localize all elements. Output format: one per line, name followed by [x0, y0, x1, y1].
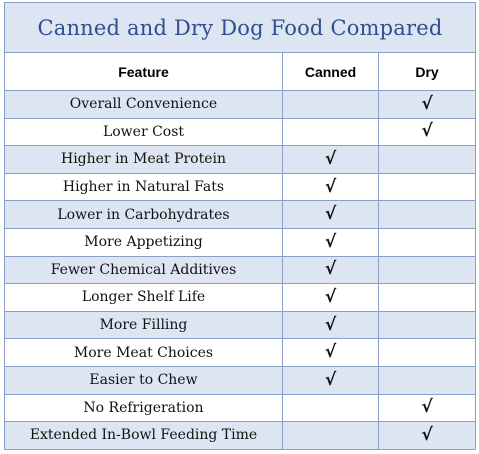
canned-cell: [282, 90, 379, 119]
table-body: Overall Convenience √ Lower Cost √ Higher in…: [4, 90, 477, 450]
canned-cell: √: [282, 365, 379, 395]
feature-cell: Overall Convenience: [4, 90, 283, 119]
feature-cell: Fewer Chemical Additives: [4, 255, 283, 285]
canned-cell: √: [282, 227, 379, 257]
canned-check-mark: √: [324, 369, 337, 390]
dry-check-mark: √: [421, 121, 433, 142]
feature-cell: More Filling: [4, 310, 283, 340]
feature-cell: Extended In-Bowl Feeding Time: [4, 421, 283, 450]
column-header-dry: Dry: [377, 52, 477, 91]
table-row: Fewer Chemical Additives √: [4, 255, 477, 285]
dry-check-mark: √: [421, 424, 433, 445]
feature-cell: Higher in Natural Fats: [4, 172, 283, 202]
canned-cell: √: [282, 338, 379, 367]
canned-check-mark: √: [324, 204, 337, 225]
canned-cell: √: [282, 172, 379, 202]
dry-cell: [377, 255, 477, 285]
dry-check-mark: √: [421, 397, 433, 418]
canned-check-mark: √: [324, 259, 337, 280]
dry-cell: √: [377, 90, 477, 119]
dry-check-mark: √: [421, 93, 433, 114]
table-row: Extended In-Bowl Feeding Time √: [4, 421, 477, 450]
feature-cell: Higher in Meat Protein: [4, 145, 283, 174]
table-row: Overall Convenience √: [4, 90, 477, 119]
feature-cell: More Appetizing: [4, 227, 283, 257]
table-row: More Meat Choices √: [4, 338, 477, 367]
canned-cell: √: [282, 283, 379, 312]
dry-cell: √: [377, 421, 477, 450]
feature-cell: Longer Shelf Life: [4, 283, 283, 312]
canned-cell: [282, 117, 379, 147]
table-row: No Refrigeration √: [4, 393, 477, 423]
canned-check-mark: √: [324, 148, 337, 169]
feature-cell: More Meat Choices: [4, 338, 283, 367]
canned-check-mark: √: [324, 176, 337, 197]
dry-cell: [377, 172, 477, 202]
column-header-canned: Canned: [282, 52, 379, 91]
dry-cell: √: [377, 117, 477, 147]
dry-cell: [377, 338, 477, 367]
feature-cell: Lower in Carbohydrates: [4, 200, 283, 229]
table-row: Lower in Carbohydrates √: [4, 200, 477, 229]
dry-cell: [377, 200, 477, 229]
canned-cell: √: [282, 200, 379, 229]
canned-cell: √: [282, 255, 379, 285]
table-row: Higher in Natural Fats √: [4, 172, 477, 202]
table-row: Longer Shelf Life √: [4, 283, 477, 312]
feature-cell: No Refrigeration: [4, 393, 283, 423]
title-row: Canned and Dry Dog Food Compared: [3, 2, 477, 53]
column-header-feature: Feature: [4, 52, 283, 91]
table-row: Lower Cost √: [4, 117, 477, 147]
canned-check-mark: √: [324, 231, 337, 252]
canned-cell: [282, 421, 379, 450]
dry-cell: [377, 227, 477, 257]
table-title: Canned and Dry Dog Food Compared: [3, 2, 477, 53]
canned-cell: √: [282, 145, 379, 174]
table-row: Higher in Meat Protein √: [4, 145, 477, 174]
comparison-table: Canned and Dry Dog Food Compared Feature…: [3, 2, 477, 450]
dry-cell: [377, 365, 477, 395]
feature-cell: Lower Cost: [4, 117, 283, 147]
dry-cell: [377, 310, 477, 340]
table-row: More Appetizing √: [4, 227, 477, 257]
canned-check-mark: √: [324, 314, 337, 335]
table-row: Easier to Chew √: [4, 365, 477, 395]
dry-cell: [377, 145, 477, 174]
dry-cell: [377, 283, 477, 312]
dry-cell: √: [377, 393, 477, 423]
canned-check-mark: √: [324, 286, 337, 307]
canned-cell: √: [282, 310, 379, 340]
canned-check-mark: √: [324, 342, 337, 363]
canned-cell: [282, 393, 379, 423]
header-row: Feature Canned Dry: [4, 52, 477, 91]
feature-cell: Easier to Chew: [4, 365, 283, 395]
table-row: More Filling √: [4, 310, 477, 340]
